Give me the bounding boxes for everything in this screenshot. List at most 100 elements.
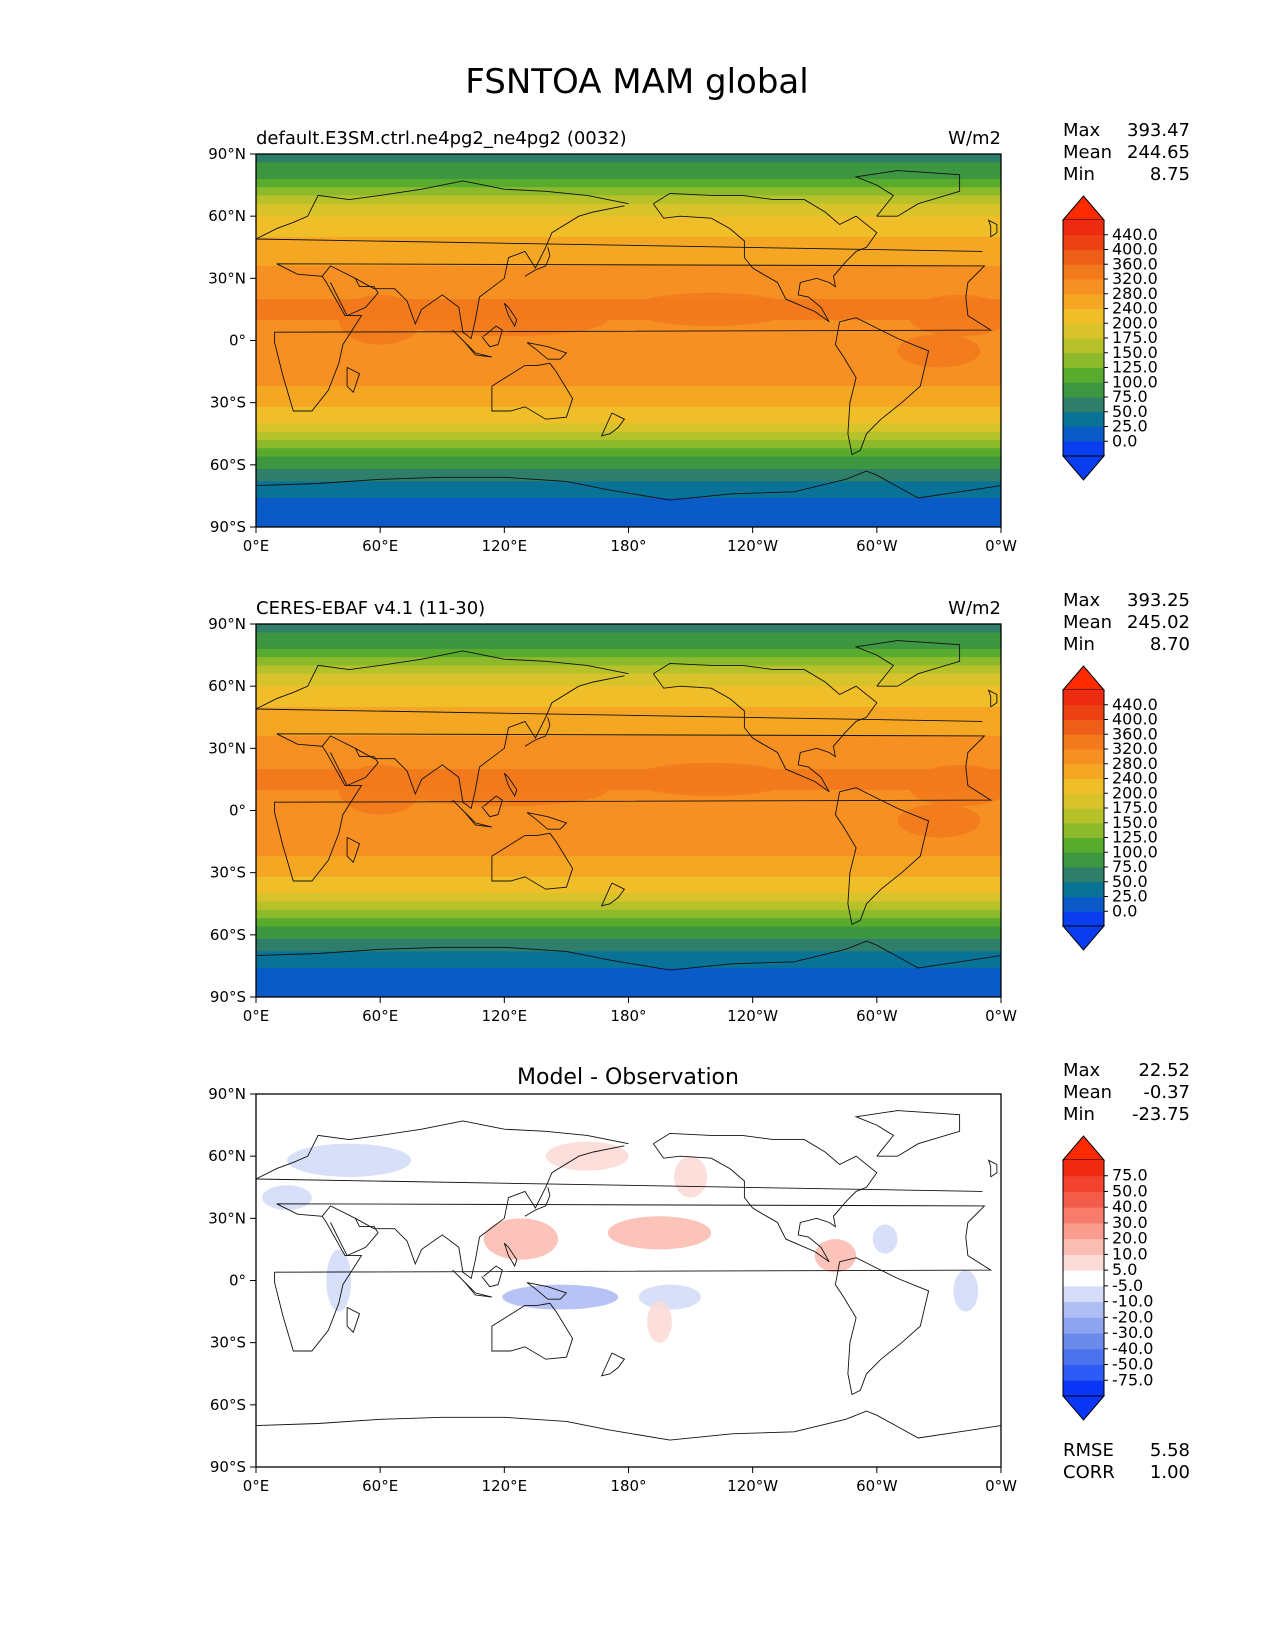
- colorbar-label: -10.0: [1112, 1292, 1153, 1311]
- field-band: [256, 673, 1001, 679]
- field-band: [256, 307, 1001, 313]
- colorbar-label: 75.0: [1112, 1166, 1148, 1185]
- colorbar-label: -40.0: [1112, 1339, 1153, 1358]
- field-band: [256, 431, 1001, 437]
- field-band: [256, 980, 1001, 986]
- field-band: [256, 522, 1001, 527]
- field-band: [256, 963, 1001, 969]
- colorbar-outline: [1062, 1160, 1105, 1396]
- coastline: [321, 205, 625, 340]
- field-band: [256, 988, 1001, 994]
- colorbar-segment: [1063, 911, 1104, 927]
- stat-label: Max: [1063, 590, 1101, 611]
- colorbar-segment: [1063, 264, 1104, 280]
- y-tick-label: 90°N: [208, 145, 246, 163]
- x-tick-label: 0°E: [243, 1477, 270, 1495]
- coastline: [600, 1352, 626, 1377]
- y-tick-label: 0°: [229, 802, 246, 820]
- field-band: [256, 976, 1001, 982]
- field-band: [256, 984, 1001, 990]
- colorbar-label: 320.0: [1112, 739, 1158, 758]
- field-band: [256, 506, 1001, 512]
- field-band: [256, 518, 1001, 524]
- x-tick-label: 120°E: [482, 537, 528, 555]
- anomaly-patch: [814, 1239, 857, 1273]
- colorbar-segment: [1063, 881, 1104, 897]
- field-band: [256, 357, 1001, 362]
- field-band: [256, 249, 1001, 255]
- field-band: [256, 195, 1001, 201]
- field-band: [256, 959, 1001, 965]
- colorbar-label: 0.0: [1112, 431, 1137, 450]
- y-tick-label: 60°S: [210, 926, 246, 944]
- field-band: [256, 348, 1001, 354]
- anomaly-patch: [545, 1141, 629, 1171]
- field-band: [256, 257, 1001, 263]
- side-panel-difference: Max 22.52 Mean -0.37 Min -23.75 75.050.040.030…: [1061, 1060, 1190, 1483]
- field-band: [256, 435, 1001, 441]
- y-tick-label: 30°S: [210, 1334, 246, 1352]
- colorbar-label: 125.0: [1112, 358, 1158, 377]
- colorbar-label: -20.0: [1112, 1307, 1153, 1326]
- field-band: [256, 311, 1001, 317]
- colorbar-label: -50.0: [1112, 1355, 1153, 1374]
- field-band: [256, 827, 1001, 832]
- axis-ticks: 0°E 60°E 120°E 180° 120°W 60°W 0°W 90°N 60°N 30°N…: [208, 615, 1017, 1025]
- colorbar-segment: [1063, 690, 1104, 706]
- field-band: [256, 265, 1001, 271]
- field-band: [256, 955, 1001, 961]
- colorbar-label: 175.0: [1112, 328, 1158, 347]
- field-band: [256, 183, 1001, 188]
- coastline: [256, 1410, 1001, 1441]
- field-band: [256, 822, 1001, 828]
- colorbar-segment: [1063, 808, 1104, 824]
- field-band: [256, 352, 1001, 358]
- panel-title-right: W/m2: [948, 128, 1001, 149]
- anomaly-patch: [647, 1301, 672, 1343]
- colorbar-segment: [1063, 1364, 1104, 1381]
- x-tick-label: 0°E: [243, 537, 270, 555]
- field-band: [256, 228, 1001, 234]
- field-band: [256, 216, 1001, 221]
- y-tick-label: 60°N: [208, 207, 246, 225]
- coastline: [834, 787, 930, 926]
- field-band: [256, 682, 1001, 687]
- colorbar-segment: [1063, 837, 1104, 853]
- field-band: [256, 789, 1001, 795]
- field-band: [256, 748, 1001, 754]
- field-band: [256, 632, 1001, 638]
- field-patch: [628, 292, 795, 326]
- panel-model: default.E3SM.ctrl.ne4pg2_ne4pg2 (0032) W…: [208, 128, 1017, 555]
- field-band: [256, 365, 1001, 371]
- colorbar-segment: [1063, 793, 1104, 809]
- field-band: [256, 914, 1001, 919]
- colorbar-label: 75.0: [1112, 387, 1148, 406]
- field-band: [256, 489, 1001, 495]
- field-band: [256, 241, 1001, 246]
- field-band: [256, 323, 1001, 329]
- stat-value: 8.75: [1150, 164, 1190, 185]
- field-band: [256, 802, 1001, 807]
- y-tick-label: 90°S: [210, 518, 246, 536]
- field-band: [256, 810, 1001, 816]
- coastline: [346, 366, 361, 394]
- field-band: [256, 922, 1001, 928]
- field-patch: [907, 764, 1001, 807]
- field-band: [256, 918, 1001, 923]
- stat-value: -23.75: [1132, 1104, 1190, 1125]
- x-tick-label: 120°E: [482, 1007, 528, 1025]
- colorbar-segment: [1063, 367, 1104, 383]
- field-patch: [628, 762, 795, 796]
- field-band: [256, 856, 1001, 861]
- x-tick-label: 60°E: [362, 1007, 398, 1025]
- x-tick-label: 0°W: [985, 537, 1017, 555]
- map-model: [256, 154, 1001, 527]
- field-patch: [338, 294, 422, 345]
- colorbar-label: 240.0: [1112, 299, 1158, 318]
- anomaly-patch: [287, 1143, 412, 1177]
- field-band: [256, 719, 1001, 725]
- field-band: [256, 694, 1001, 700]
- stat-value: 245.02: [1127, 612, 1190, 633]
- stat-label: Mean: [1063, 142, 1112, 163]
- field-band: [256, 224, 1001, 230]
